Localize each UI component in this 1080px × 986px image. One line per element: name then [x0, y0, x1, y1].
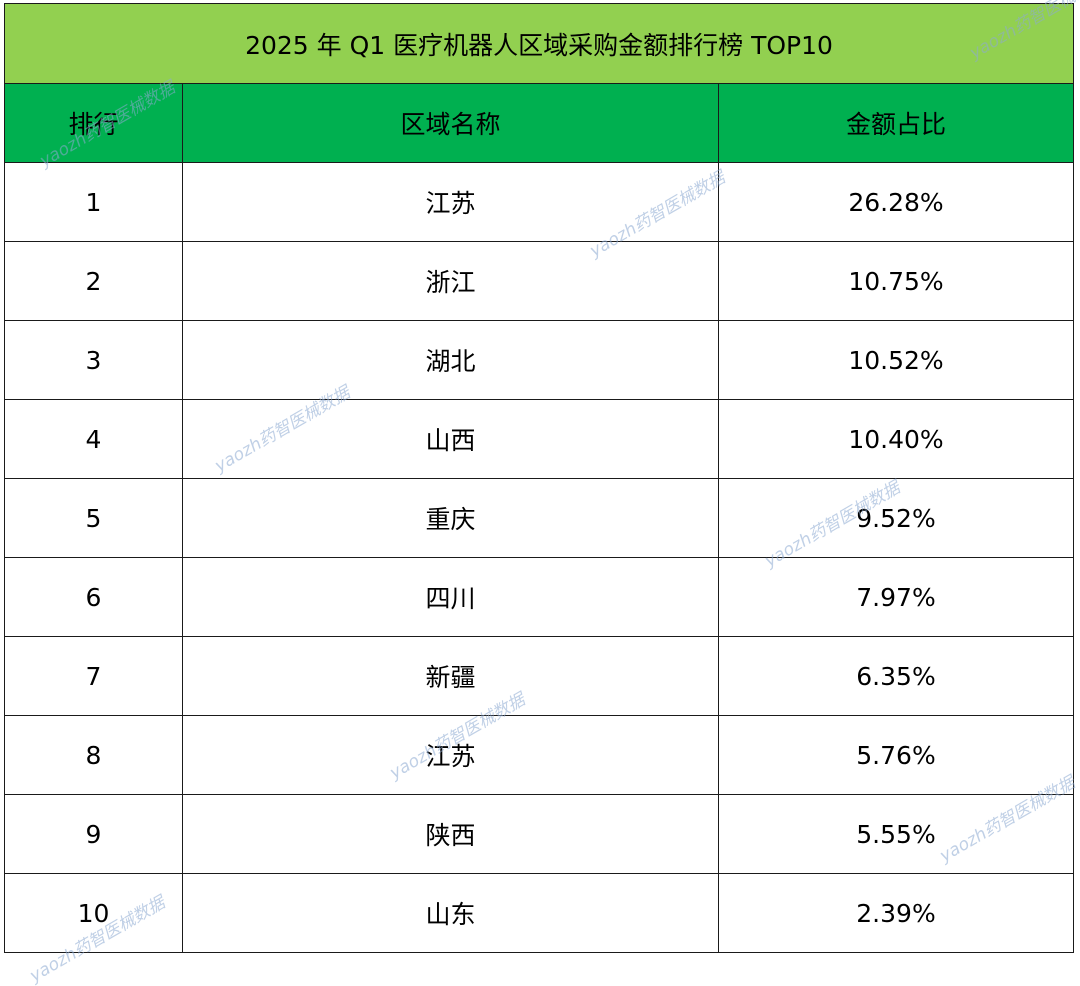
table-row: 3 湖北 10.52%: [4, 320, 1074, 400]
table-row: 7 新疆 6.35%: [4, 636, 1074, 716]
region-cell: 四川: [182, 557, 719, 637]
share-cell: 7.97%: [718, 557, 1074, 637]
rank-cell: 5: [4, 478, 183, 558]
share-cell: 26.28%: [718, 162, 1074, 242]
rank-cell: 10: [4, 873, 183, 953]
table-row: 6 四川 7.97%: [4, 557, 1074, 637]
region-cell: 山东: [182, 873, 719, 953]
header-region: 区域名称: [182, 83, 719, 163]
rank-cell: 4: [4, 399, 183, 479]
region-cell: 江苏: [182, 715, 719, 795]
region-cell: 山西: [182, 399, 719, 479]
table-row: 1 江苏 26.28%: [4, 162, 1074, 242]
region-cell: 陕西: [182, 794, 719, 874]
table-row: 5 重庆 9.52%: [4, 478, 1074, 558]
table-row: 9 陕西 5.55%: [4, 794, 1074, 874]
table-row: 10 山东 2.39%: [4, 873, 1074, 953]
region-cell: 浙江: [182, 241, 719, 321]
share-cell: 10.52%: [718, 320, 1074, 400]
share-cell: 9.52%: [718, 478, 1074, 558]
region-cell: 重庆: [182, 478, 719, 558]
header-rank: 排行: [4, 83, 183, 163]
table-title: 2025 年 Q1 医疗机器人区域采购金额排行榜 TOP10: [4, 3, 1074, 84]
region-cell: 湖北: [182, 320, 719, 400]
rank-cell: 9: [4, 794, 183, 874]
share-cell: 2.39%: [718, 873, 1074, 953]
rank-cell: 3: [4, 320, 183, 400]
rank-cell: 1: [4, 162, 183, 242]
region-cell: 新疆: [182, 636, 719, 716]
table-row: 8 江苏 5.76%: [4, 715, 1074, 795]
header-share: 金额占比: [718, 83, 1074, 163]
rank-cell: 7: [4, 636, 183, 716]
share-cell: 5.76%: [718, 715, 1074, 795]
table-row: 4 山西 10.40%: [4, 399, 1074, 479]
rank-cell: 2: [4, 241, 183, 321]
share-cell: 10.75%: [718, 241, 1074, 321]
table-row: 2 浙江 10.75%: [4, 241, 1074, 321]
share-cell: 6.35%: [718, 636, 1074, 716]
header-row: 排行 区域名称 金额占比: [4, 83, 1074, 163]
share-cell: 5.55%: [718, 794, 1074, 874]
rank-cell: 6: [4, 557, 183, 637]
title-row: 2025 年 Q1 医疗机器人区域采购金额排行榜 TOP10: [4, 3, 1074, 84]
share-cell: 10.40%: [718, 399, 1074, 479]
region-cell: 江苏: [182, 162, 719, 242]
ranking-table: 2025 年 Q1 医疗机器人区域采购金额排行榜 TOP10 排行 区域名称 金…: [4, 3, 1074, 953]
rank-cell: 8: [4, 715, 183, 795]
